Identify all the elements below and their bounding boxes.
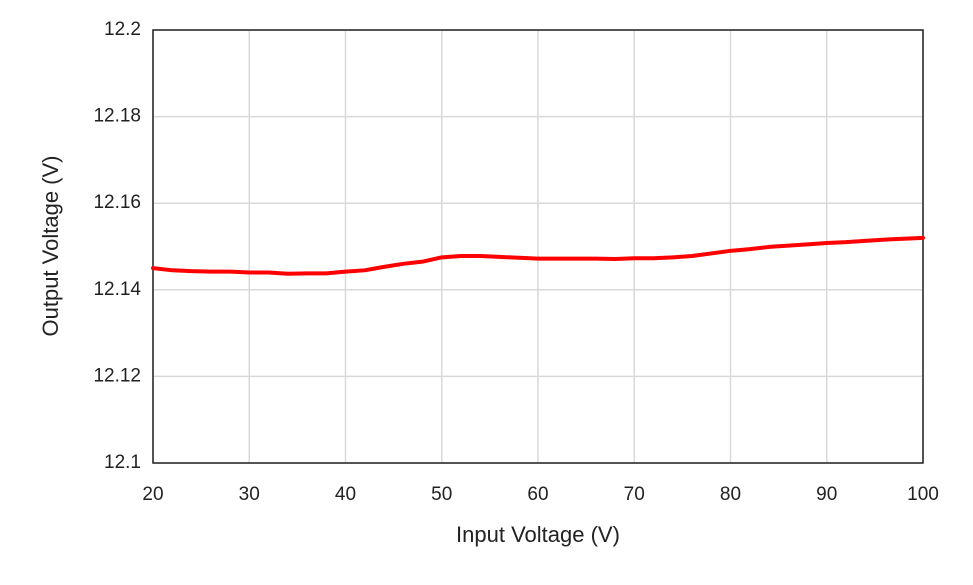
x-tick-label: 40 — [335, 484, 356, 505]
x-tick-label: 50 — [431, 484, 452, 505]
y-tick-label: 12.16 — [93, 192, 141, 213]
x-tick-label: 70 — [624, 484, 645, 505]
y-tick-label: 12.12 — [93, 365, 141, 386]
y-axis-title: Output Voltage (V) — [38, 156, 63, 337]
x-axis-title: Input Voltage (V) — [456, 522, 620, 547]
data-line — [151, 235, 925, 276]
x-tick-label: 90 — [816, 484, 837, 505]
x-tick-label: 60 — [527, 484, 548, 505]
y-tick-label: 12.14 — [93, 279, 141, 300]
y-tick-label: 12.2 — [104, 19, 141, 40]
y-tick-label: 12.1 — [104, 452, 141, 473]
x-tick-label: 80 — [720, 484, 741, 505]
y-tick-label: 12.18 — [93, 106, 141, 127]
plot-border — [152, 29, 924, 464]
x-tick-label: 100 — [907, 484, 939, 505]
x-tick-label: 20 — [142, 484, 163, 505]
x-tick-label: 30 — [239, 484, 260, 505]
